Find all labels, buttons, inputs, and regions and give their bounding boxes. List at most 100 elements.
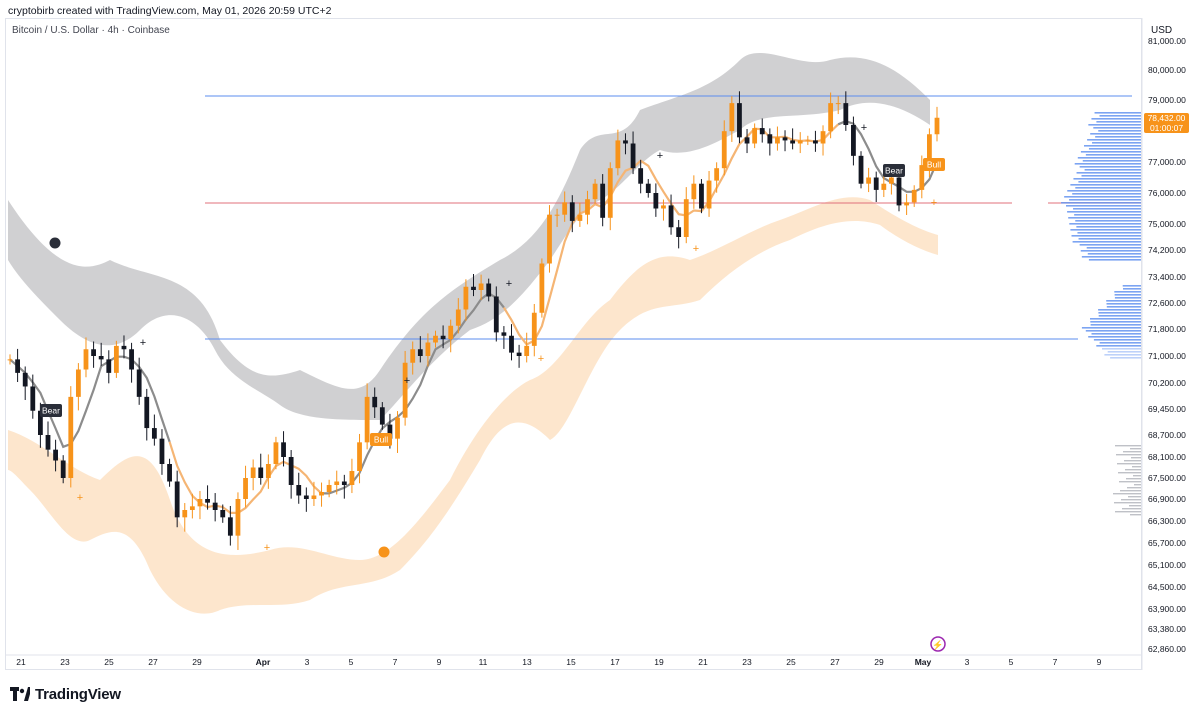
volume-profile-bar <box>1094 112 1142 114</box>
volume-profile-bar <box>1069 199 1142 201</box>
symbol-title[interactable]: Bitcoin / U.S. Dollar · 4h · Coinbase <box>12 25 170 36</box>
candle-body <box>349 471 355 485</box>
volume-profile-bar <box>1096 345 1142 347</box>
candle-body <box>569 202 575 221</box>
volume-profile-bar <box>1095 136 1142 138</box>
candle-body <box>296 485 302 496</box>
y-tick-label: 74,200.00 <box>1148 245 1186 255</box>
last-price-tag: 78,432.00 01:00:07 <box>1144 113 1189 133</box>
candle-body <box>471 286 476 290</box>
x-tick-label: 27 <box>830 657 840 667</box>
x-tick-label: 25 <box>786 657 796 667</box>
candle-body <box>790 140 796 144</box>
candle-body <box>744 137 750 144</box>
candle-body <box>866 177 872 184</box>
candle-body <box>303 495 309 499</box>
volume-profile-bar <box>1104 354 1142 356</box>
candle-body <box>235 499 241 536</box>
x-tick-label: 19 <box>654 657 664 667</box>
x-tick-label: 25 <box>104 657 114 667</box>
volume-profile-bar <box>1114 291 1142 293</box>
volume-profile-bar <box>1120 490 1142 492</box>
candle-body <box>417 349 423 356</box>
volume-profile-bar <box>1084 169 1142 171</box>
volume-profile-bar <box>1130 514 1142 516</box>
bull-signal-label-box <box>923 158 945 171</box>
cross-marker: + <box>140 337 146 349</box>
candle-body <box>30 386 36 411</box>
y-tick-label: 70,200.00 <box>1148 378 1186 388</box>
candle-body <box>516 352 522 356</box>
candle-body <box>889 177 894 184</box>
candle-body <box>797 140 803 144</box>
candle-body <box>851 125 856 156</box>
volume-profile-bar <box>1091 333 1142 335</box>
volume-profile-bar <box>1106 300 1142 302</box>
volume-profile-bar <box>1115 511 1142 513</box>
candle-body <box>501 332 507 336</box>
lightning-icon: ⚡ <box>932 639 943 651</box>
cross-marker: + <box>506 278 512 290</box>
volume-profile-bar <box>1091 118 1142 120</box>
volume-profile-bar <box>1072 241 1142 243</box>
candle-body <box>661 205 666 209</box>
x-tick-label: 23 <box>742 657 752 667</box>
volume-profile-bar <box>1074 214 1142 216</box>
volume-profile-bar <box>1067 190 1142 192</box>
x-tick-label: 29 <box>874 657 884 667</box>
volume-profile-bar <box>1117 463 1142 465</box>
y-tick-label: 71,800.00 <box>1148 324 1186 334</box>
candle-body <box>904 202 910 206</box>
bear-dot-marker <box>49 237 61 249</box>
candle-body <box>258 467 264 478</box>
volume-profile-bar <box>1122 285 1142 287</box>
cross-marker: + <box>693 243 699 255</box>
candle-body <box>463 286 469 310</box>
volume-profile-bar <box>1072 193 1142 195</box>
candle-body <box>341 481 347 485</box>
volume-profile-bar <box>1076 172 1142 174</box>
chart-attribution: cryptobirb created with TradingView.com,… <box>8 5 332 17</box>
volume-profile-bar <box>1081 175 1142 177</box>
candle-body <box>189 506 195 510</box>
bull-moving-average <box>168 441 323 514</box>
candle-body <box>699 183 704 209</box>
volume-profile-bar <box>1061 202 1142 204</box>
volume-profile-bar <box>1078 181 1142 183</box>
candle-body <box>820 131 826 144</box>
volume-profile-bar <box>1088 148 1142 150</box>
currency-label[interactable]: USD <box>1151 25 1173 36</box>
volume-profile-bar <box>1125 469 1142 471</box>
volume-profile-bar <box>1070 229 1142 231</box>
volume-profile-bar <box>1098 309 1142 311</box>
candle-body <box>759 128 765 135</box>
y-tick-label: 65,700.00 <box>1148 538 1186 548</box>
candle-body <box>220 510 226 518</box>
volume-profile-bar <box>1066 205 1142 207</box>
volume-profile-bar <box>1133 475 1142 477</box>
x-tick-label: 21 <box>698 657 708 667</box>
candle-body <box>121 345 127 350</box>
y-tick-label: 69,450.00 <box>1148 404 1186 414</box>
candle-body <box>395 417 400 439</box>
x-tick-label: 11 <box>479 657 488 667</box>
y-tick-label: 75,000.00 <box>1148 219 1186 229</box>
volume-profile-bar <box>1070 184 1142 186</box>
volume-profile-bar <box>1079 244 1142 246</box>
volatility-bands <box>8 52 938 614</box>
candle-body <box>691 183 697 200</box>
volume-profile-bar <box>1106 303 1142 305</box>
candle-body <box>364 396 370 443</box>
candle-body <box>927 134 932 166</box>
tradingview-logo[interactable]: TradingView <box>10 684 121 704</box>
volume-profile-bar <box>1090 318 1142 320</box>
volume-profile-bar <box>1081 327 1142 329</box>
x-tick-label: 5 <box>1009 657 1014 667</box>
candle-body <box>106 359 112 373</box>
candle-body <box>813 140 818 144</box>
candle-body <box>896 177 902 206</box>
candle-body <box>653 193 659 209</box>
candle-body <box>592 183 598 200</box>
candle-body <box>486 283 492 297</box>
